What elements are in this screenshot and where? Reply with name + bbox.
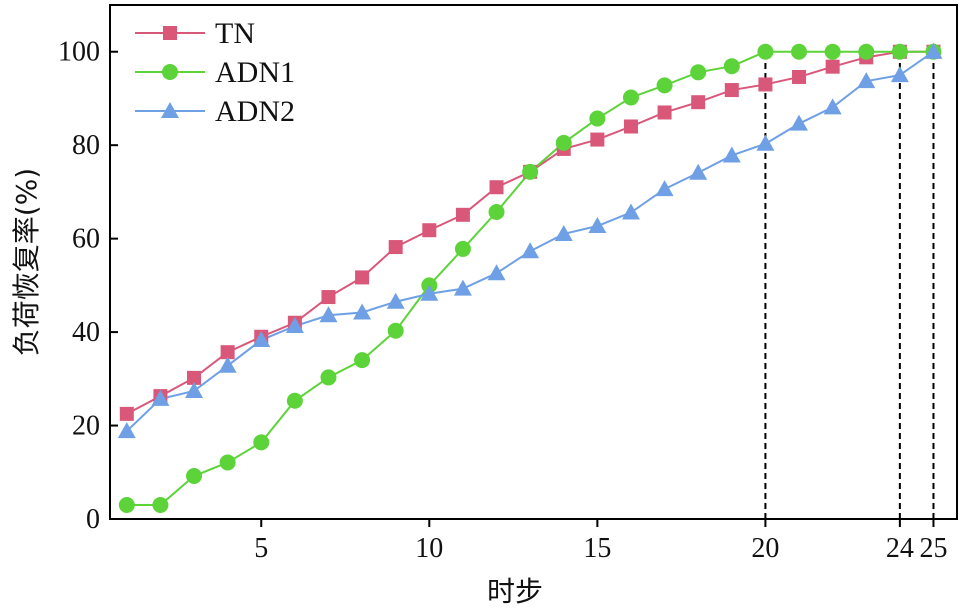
data-points-layer — [117, 42, 943, 513]
data-point-adn2 — [151, 389, 170, 406]
data-point-tn — [623, 119, 638, 134]
data-point-adn1 — [555, 134, 572, 151]
data-point-adn1 — [454, 240, 471, 257]
data-point-adn2 — [487, 264, 506, 281]
data-point-adn2 — [185, 381, 204, 398]
data-point-adn1 — [589, 110, 606, 127]
data-point-adn1 — [152, 496, 169, 513]
data-point-adn2 — [924, 42, 943, 59]
data-point-adn2 — [689, 163, 708, 180]
data-point-adn1 — [622, 89, 639, 106]
data-point-tn — [388, 240, 403, 255]
data-point-tn — [825, 59, 840, 74]
data-point-adn1 — [522, 163, 539, 180]
data-point-tn — [220, 345, 235, 360]
legend: TN ADN1 ADN2 — [135, 17, 295, 128]
data-point-adn2 — [252, 331, 271, 348]
data-point-adn2 — [117, 422, 136, 439]
data-point-adn1 — [253, 434, 270, 451]
data-point-adn2 — [790, 114, 809, 131]
data-point-tn — [792, 69, 807, 84]
data-point-adn2 — [655, 180, 674, 197]
x-tick-label: 25 — [919, 533, 947, 564]
data-point-adn2 — [319, 306, 338, 323]
data-point-tn — [422, 223, 437, 238]
data-point-adn1 — [891, 43, 908, 60]
data-point-adn2 — [386, 292, 405, 309]
data-point-adn2 — [722, 146, 741, 163]
data-point-adn1 — [354, 352, 371, 369]
x-axis-title: 时步 — [487, 575, 543, 608]
x-tick-label: 10 — [415, 533, 443, 564]
data-point-adn2 — [823, 98, 842, 115]
data-point-adn2 — [353, 303, 372, 320]
data-point-adn1 — [791, 43, 808, 60]
y-tick-label: 0 — [86, 504, 100, 535]
data-point-adn2 — [521, 242, 540, 259]
data-point-adn1 — [219, 454, 236, 471]
data-point-tn — [691, 95, 706, 110]
data-point-adn1 — [118, 496, 135, 513]
plot-frame — [109, 4, 958, 520]
data-point-tn — [590, 132, 605, 147]
y-tick-label: 60 — [72, 224, 100, 255]
data-point-adn1 — [186, 468, 203, 485]
legend-marker-adn2 — [161, 102, 179, 118]
y-tick-label: 80 — [72, 130, 100, 161]
x-tick-label: 15 — [583, 533, 611, 564]
data-point-adn2 — [756, 134, 775, 151]
data-point-adn1 — [858, 43, 875, 60]
y-axis-title: 负荷恢复率(%) — [10, 168, 43, 356]
data-point-tn — [758, 77, 773, 92]
data-point-adn1 — [320, 369, 337, 386]
data-point-adn2 — [588, 217, 607, 234]
y-tick-label: 20 — [72, 411, 100, 442]
x-tick-label: 24 — [886, 533, 914, 564]
legend-label-adn2: ADN2 — [215, 95, 295, 128]
legend-marker-tn — [163, 26, 177, 40]
data-point-tn — [489, 180, 504, 195]
data-point-adn1 — [387, 322, 404, 339]
vertical-markers-layer — [764, 51, 935, 519]
data-point-adn2 — [621, 203, 640, 220]
data-point-adn2 — [857, 72, 876, 89]
legend-label-tn: TN — [215, 17, 255, 50]
data-point-adn1 — [488, 204, 505, 221]
data-point-adn1 — [824, 43, 841, 60]
data-point-adn1 — [286, 392, 303, 409]
data-point-adn1 — [690, 64, 707, 81]
data-point-adn2 — [285, 317, 304, 334]
axes-layer: 0 20 40 60 80 100 5 10 15 20 24 25 — [58, 4, 958, 564]
legend-marker-adn1 — [162, 64, 178, 80]
data-point-tn — [187, 370, 202, 385]
data-point-adn1 — [757, 43, 774, 60]
legend-label-adn1: ADN1 — [215, 56, 295, 89]
x-tick-label: 5 — [254, 533, 268, 564]
y-tick-label: 100 — [58, 37, 100, 68]
y-tick-label: 40 — [72, 317, 100, 348]
data-point-adn1 — [656, 77, 673, 94]
data-point-adn2 — [890, 66, 909, 83]
data-point-adn1 — [723, 58, 740, 75]
data-point-tn — [321, 290, 336, 305]
data-point-tn — [724, 83, 739, 98]
data-point-adn2 — [420, 284, 439, 301]
data-point-tn — [355, 270, 370, 285]
data-point-tn — [455, 207, 470, 222]
data-point-tn — [657, 105, 672, 120]
data-point-tn — [119, 406, 134, 421]
x-tick-label: 20 — [751, 533, 779, 564]
data-point-adn2 — [218, 356, 237, 373]
data-point-adn2 — [554, 224, 573, 241]
data-point-adn2 — [453, 279, 472, 296]
